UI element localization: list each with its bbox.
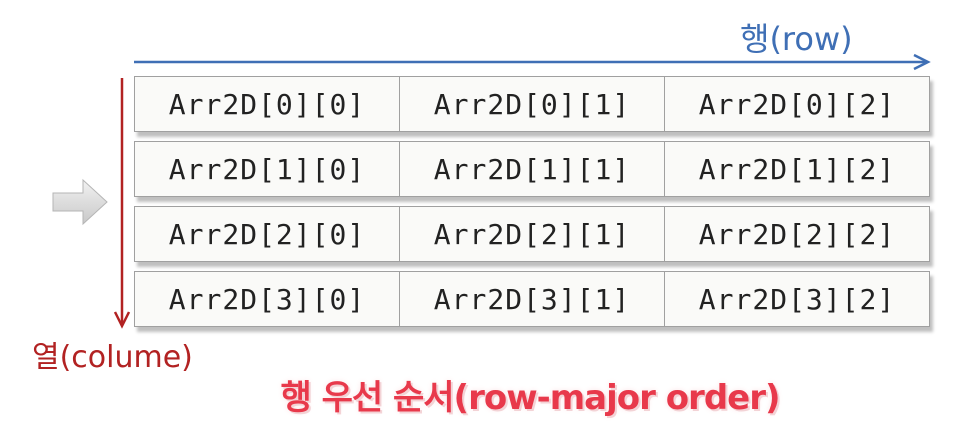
array-cell: Arr2D[2][2]	[665, 206, 930, 262]
array-cell: Arr2D[2][0]	[134, 206, 400, 262]
array-row-0: Arr2D[0][0] Arr2D[0][1] Arr2D[0][2]	[134, 76, 930, 132]
array-cell: Arr2D[1][1]	[400, 141, 665, 197]
array-cell: Arr2D[3][0]	[134, 271, 400, 327]
array-cell: Arr2D[1][2]	[665, 141, 930, 197]
column-label: 열(colume)	[32, 340, 193, 375]
array-cell: Arr2D[3][2]	[665, 271, 930, 327]
column-direction-arrow	[113, 78, 131, 329]
caption-title: 행 우선 순서(row-major order)	[280, 378, 780, 418]
array-cell: Arr2D[1][0]	[134, 141, 400, 197]
row-label: 행(row)	[740, 20, 853, 58]
array-row-2: Arr2D[2][0] Arr2D[2][1] Arr2D[2][2]	[134, 206, 930, 262]
array-grid: Arr2D[0][0] Arr2D[0][1] Arr2D[0][2] Arr2…	[134, 76, 930, 336]
array-cell: Arr2D[0][1]	[400, 76, 665, 132]
array-cell: Arr2D[2][1]	[400, 206, 665, 262]
array-cell: Arr2D[0][0]	[134, 76, 400, 132]
pointer-arrow-icon	[52, 178, 108, 226]
array-row-3: Arr2D[3][0] Arr2D[3][1] Arr2D[3][2]	[134, 271, 930, 327]
array-cell: Arr2D[3][1]	[400, 271, 665, 327]
array-row-1: Arr2D[1][0] Arr2D[1][1] Arr2D[1][2]	[134, 141, 930, 197]
row-direction-arrow	[134, 53, 931, 71]
array-cell: Arr2D[0][2]	[665, 76, 930, 132]
